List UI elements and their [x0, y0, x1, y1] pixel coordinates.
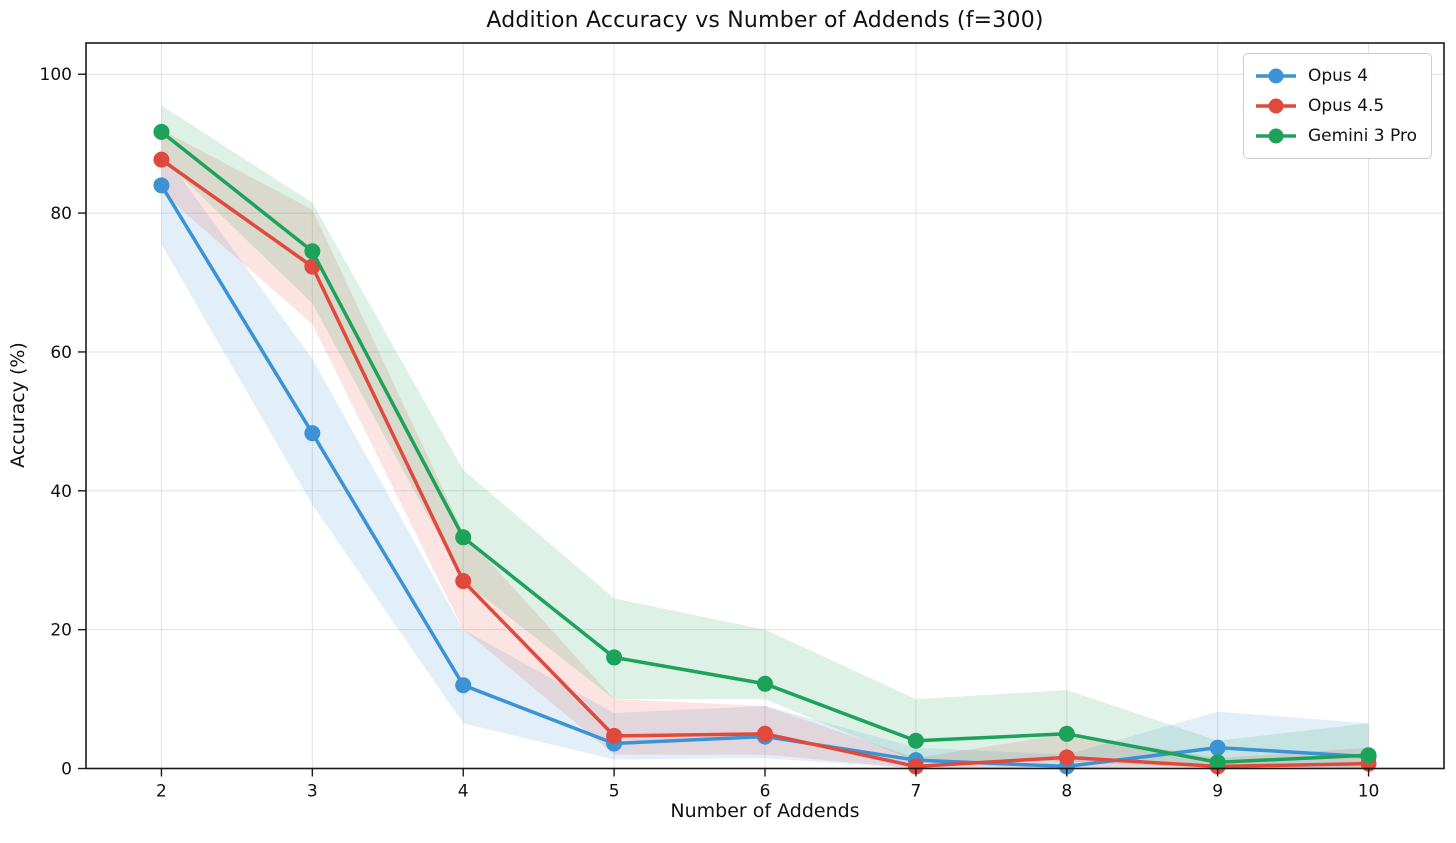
legend-entry: Gemini 3 Pro — [1254, 121, 1417, 151]
data-point-gemini-3-pro — [304, 243, 321, 260]
data-point-gemini-3-pro — [455, 529, 472, 546]
y-tick-label: 20 — [50, 621, 72, 641]
data-point-gemini-3-pro — [1058, 725, 1075, 742]
x-tick-label: 5 — [609, 782, 620, 802]
x-tick-label: 10 — [1358, 782, 1380, 802]
y-tick-label: 40 — [50, 482, 72, 502]
x-axis-label: Number of Addends — [670, 800, 860, 822]
data-point-opus-4-5 — [606, 727, 623, 744]
legend-label: Opus 4.5 — [1307, 96, 1385, 116]
legend-label: Opus 4 — [1307, 66, 1369, 86]
data-point-gemini-3-pro — [1360, 747, 1377, 764]
y-tick-label: 80 — [50, 204, 72, 224]
data-point-opus-4-5 — [907, 758, 924, 775]
data-point-opus-4-5 — [757, 725, 773, 742]
x-tick-label: 6 — [760, 782, 771, 802]
data-point-gemini-3-pro — [153, 123, 170, 140]
y-tick-label: 100 — [40, 65, 72, 85]
data-point-opus-4 — [304, 425, 321, 442]
legend-entry: Opus 4.5 — [1254, 91, 1417, 121]
data-point-opus-4 — [455, 677, 472, 694]
y-tick-label: 60 — [50, 343, 72, 363]
data-point-opus-4 — [1209, 739, 1226, 756]
legend-label: Gemini 3 Pro — [1307, 126, 1417, 146]
chart-title: Addition Accuracy vs Number of Addends (… — [486, 8, 1044, 33]
legend-marker-icon — [1255, 68, 1296, 84]
data-point-gemini-3-pro — [606, 649, 623, 666]
x-tick-label: 9 — [1212, 782, 1223, 802]
data-point-opus-4-5 — [455, 573, 472, 590]
legend-marker-icon — [1255, 128, 1296, 144]
data-point-gemini-3-pro — [757, 675, 773, 692]
y-tick-label: 0 — [61, 760, 72, 780]
legend-entry: Opus 4 — [1254, 61, 1417, 91]
data-point-opus-4-5 — [153, 151, 170, 168]
x-tick-label: 3 — [307, 782, 318, 802]
y-axis-label: Accuracy (%) — [7, 341, 29, 468]
legend: Opus 4 Opus 4.5 Gemini 3 Pro — [1242, 53, 1432, 159]
legend-marker-icon — [1255, 98, 1296, 114]
data-point-gemini-3-pro — [907, 732, 924, 749]
x-tick-label: 7 — [910, 782, 921, 802]
confidence-band-gemini-3-pro — [161, 105, 1369, 769]
data-point-opus-4 — [153, 177, 170, 194]
data-point-opus-4-5 — [1058, 749, 1075, 766]
data-point-gemini-3-pro — [1209, 754, 1226, 771]
confidence-band-opus-4-5 — [161, 129, 1369, 769]
x-tick-label: 4 — [458, 782, 469, 802]
x-tick-label: 8 — [1061, 782, 1072, 802]
x-tick-label: 2 — [156, 782, 167, 802]
